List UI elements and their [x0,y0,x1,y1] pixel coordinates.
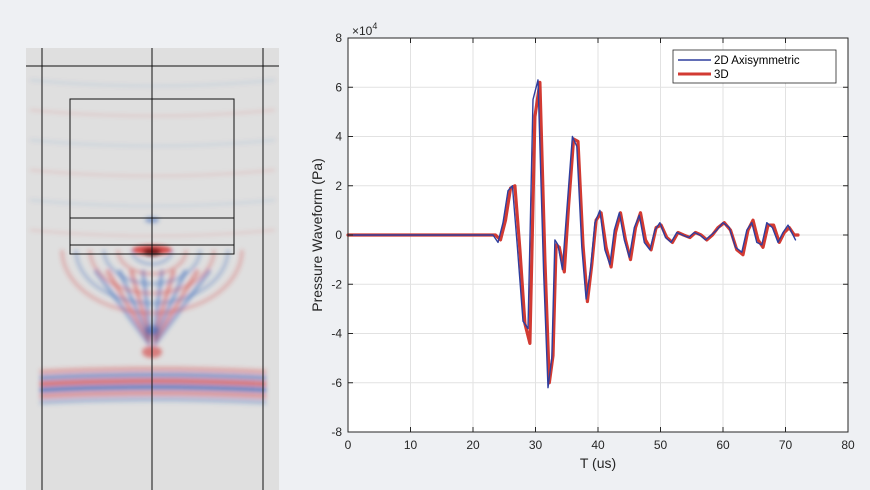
x-tick-label: 0 [345,438,352,452]
legend-box [672,49,837,84]
geometry-outline [26,48,279,490]
tick-labels: 0 10 20 30 40 50 60 70 80 -8 -6 -4 -2 0 2 4 6 8 [331,31,855,452]
diagonal-wave-left [105,268,152,344]
x-tick-label: 20 [466,438,480,452]
y-tick-label: 2 [335,179,342,193]
y-tick-label: -4 [331,327,342,341]
series-line-2d-axisymmetric [347,79,797,389]
y-tick-label: 8 [335,31,342,45]
legend-label-3d: 3D [714,69,729,81]
y-axis-label: Pressure Waveform (Pa) [309,158,325,312]
x-tick-label: 70 [779,438,793,452]
y-tick-label: -2 [331,277,342,291]
diagonal-wave-right [152,268,200,344]
x-tick-label: 50 [654,438,668,452]
y-tick-label: 4 [335,130,342,144]
diagonal-wave-left [93,268,152,347]
legend-label-2d: 2D Axisymmetric [714,55,800,67]
x-tick-label: 30 [529,438,543,452]
series-line-3d [346,80,800,385]
legend: 2D Axisymmetric 3D [672,49,837,84]
diagonal-wave-right [152,268,212,347]
x-tick-label: 80 [841,438,855,452]
x-tick-label: 40 [591,438,605,452]
y-exponent-label: ×104 [352,21,377,38]
series-lines [346,79,800,389]
y-tick-label: 6 [335,80,342,94]
tick-marks [347,37,849,433]
acoustic-field-panel [26,48,279,490]
y-tick-label: 0 [335,228,342,242]
y-tick-label: -8 [331,425,342,439]
x-axis-label: T (us) [580,455,616,471]
x-tick-label: 10 [404,438,418,452]
y-tick-label: -6 [331,376,342,390]
x-tick-label: 60 [716,438,730,452]
diagonal-wave-left [117,269,152,342]
diagonal-wave-right [152,269,188,342]
